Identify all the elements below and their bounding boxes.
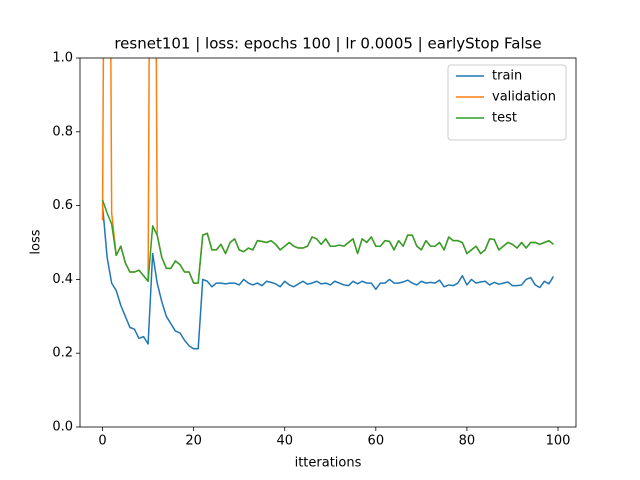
y-tick-label: 0.0 (52, 420, 73, 435)
line-series (101, 199, 554, 284)
y-axis-label: loss (29, 229, 44, 254)
line-series (101, 205, 555, 350)
legend: train validation test (447, 64, 567, 141)
y-tick-label: 0.8 (52, 124, 73, 139)
x-axis-label: itterations (295, 456, 362, 471)
plot-area (101, 58, 555, 350)
y-tick-label: 1.0 (52, 51, 73, 66)
x-tick-label: 20 (185, 434, 202, 449)
x-tick-label: 100 (546, 434, 571, 449)
axes-frame (79, 57, 577, 428)
x-tick-label: 80 (459, 434, 476, 449)
y-tick-label: 0.6 (52, 198, 73, 213)
y-tick-label: 0.2 (52, 346, 73, 361)
y-tick-label: 0.4 (52, 272, 73, 287)
chart-title: resnet101 | loss: epochs 100 | lr 0.0005… (114, 35, 541, 53)
legend-label: validation (492, 90, 556, 105)
x-tick-label: 0 (98, 434, 106, 449)
x-tick-label: 40 (276, 434, 293, 449)
legend-label: train (492, 69, 522, 84)
legend-box (447, 64, 567, 141)
x-tick-label: 60 (368, 434, 385, 449)
legend-label: test (492, 111, 517, 126)
